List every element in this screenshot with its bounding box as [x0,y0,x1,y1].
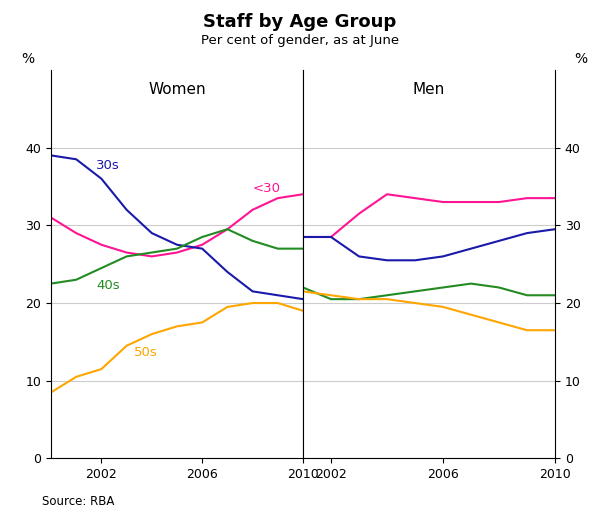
Text: %: % [575,52,588,66]
Text: 30s: 30s [97,160,120,172]
Text: Women: Women [148,82,206,96]
Text: 40s: 40s [97,279,120,292]
Text: <30: <30 [253,182,281,195]
Text: 50s: 50s [134,346,158,359]
Text: Men: Men [413,82,445,96]
Text: Per cent of gender, as at June: Per cent of gender, as at June [201,34,399,47]
Text: Staff by Age Group: Staff by Age Group [203,13,397,31]
Text: %: % [21,52,34,66]
Text: Source: RBA: Source: RBA [42,495,115,508]
